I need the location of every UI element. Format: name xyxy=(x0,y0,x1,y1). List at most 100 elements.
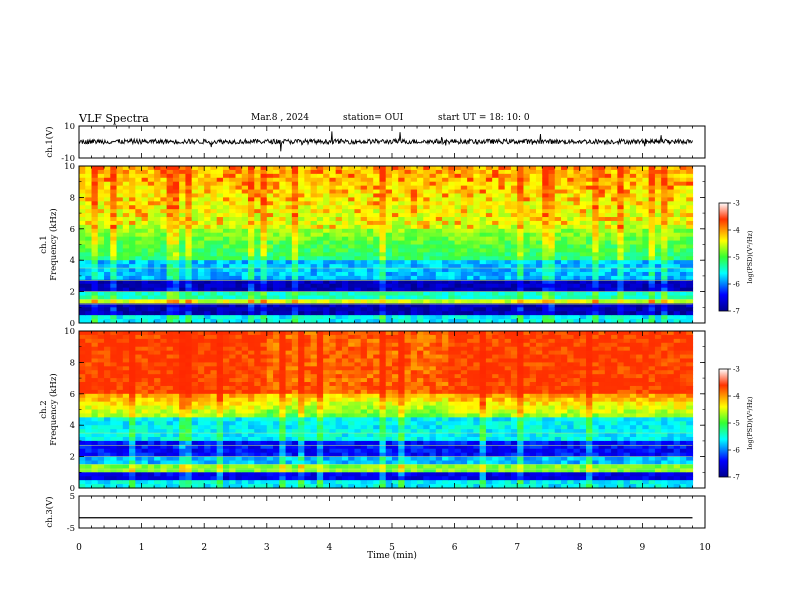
spectro-cell xyxy=(435,185,443,191)
spectro-cell xyxy=(204,342,212,348)
spectro-cell xyxy=(166,271,174,277)
spectro-cell xyxy=(404,205,412,210)
spectro-cell xyxy=(141,338,149,344)
spectro-cell xyxy=(279,236,287,242)
spectro-cell xyxy=(310,185,318,191)
spectro-cell xyxy=(298,315,305,320)
spectro-cell xyxy=(129,240,136,246)
spectro-cell xyxy=(291,252,299,257)
spectro-cell xyxy=(160,338,168,344)
spectro-cell xyxy=(197,409,205,415)
spectro-cell xyxy=(210,319,218,324)
spectro-cell xyxy=(504,244,512,250)
spectro-cell xyxy=(222,307,230,312)
spectro-cell xyxy=(129,236,136,242)
spectro-cell xyxy=(435,256,443,261)
spectro-cell xyxy=(110,413,118,418)
spectro-cell xyxy=(291,189,299,195)
spectro-cell xyxy=(166,319,174,324)
spectro-cell xyxy=(97,429,105,434)
spectro-cell xyxy=(667,228,675,234)
spectro-cell xyxy=(229,425,237,430)
spectro-cell xyxy=(104,279,111,285)
spectro-cell xyxy=(535,295,543,301)
spectro-cell xyxy=(510,275,518,281)
spectro-cell xyxy=(429,185,437,191)
spectro-cell xyxy=(298,256,305,261)
spectro-cell xyxy=(191,334,199,340)
spectro-cell xyxy=(360,248,368,253)
spectro-cell xyxy=(122,279,130,285)
spectro-cell xyxy=(617,299,625,304)
spectro-cell xyxy=(579,252,587,257)
spectro-cell xyxy=(179,350,187,356)
spectro-cell xyxy=(91,303,99,308)
spectro-cell xyxy=(260,311,268,316)
spectro-cell xyxy=(79,460,86,466)
spectro-cell xyxy=(673,248,681,253)
spectro-cell xyxy=(129,303,136,308)
spectro-cell xyxy=(179,452,187,458)
spectro-cell xyxy=(667,173,675,179)
spectro-cell xyxy=(548,275,556,281)
spectro-cell xyxy=(673,169,681,175)
spectro-cell xyxy=(323,209,330,214)
spectro-cell xyxy=(191,480,199,485)
spectro-cell xyxy=(129,448,136,454)
spectro-cell xyxy=(492,283,500,289)
spectro-cell xyxy=(235,232,243,238)
spectro-cell xyxy=(629,205,637,210)
spectro-cell xyxy=(335,315,343,320)
spectro-cell xyxy=(417,287,424,293)
spectro-cell xyxy=(654,248,662,253)
spectro-cell xyxy=(85,484,93,489)
spectro-cell xyxy=(197,220,205,226)
spectro-cell xyxy=(554,185,562,191)
spectro-cell xyxy=(360,268,368,273)
spectro-cell xyxy=(172,275,180,281)
spectro-cell xyxy=(460,271,468,277)
spectro-cell xyxy=(185,393,193,399)
spectro-cell xyxy=(611,268,618,273)
spectro-cell xyxy=(204,366,212,371)
spectro-cell xyxy=(673,173,681,179)
spectro-cell xyxy=(448,228,456,234)
spectro-cell xyxy=(166,401,174,407)
spectro-cell xyxy=(442,295,449,301)
spectro-cell xyxy=(404,166,412,171)
spectro-cell xyxy=(85,389,93,395)
spectro-cell xyxy=(248,275,255,281)
spectro-cell xyxy=(179,201,187,206)
spectro-cell xyxy=(335,275,343,281)
spectro-cell xyxy=(222,342,230,348)
spectro-cell xyxy=(85,271,93,277)
spectro-cell xyxy=(410,248,418,253)
spectro-cell xyxy=(141,389,149,395)
spectro-cell xyxy=(154,166,161,171)
spectro-cell xyxy=(323,173,330,179)
spectro-cell xyxy=(216,385,224,391)
spectro-cell xyxy=(210,213,218,218)
spectro-cell xyxy=(91,331,99,336)
spectro-cell xyxy=(191,433,199,438)
spectro-cell xyxy=(122,389,130,395)
spectro-cell xyxy=(398,268,406,273)
spectro-cell xyxy=(91,468,99,473)
spectro-cell xyxy=(479,197,487,202)
spectro-cell xyxy=(179,417,187,422)
spectro-cell xyxy=(104,303,111,308)
spectro-cell xyxy=(91,460,99,466)
spectro-cell xyxy=(329,213,337,218)
spectro-cell xyxy=(611,264,618,269)
spectro-cell xyxy=(248,299,255,304)
spectro-cell xyxy=(629,189,637,195)
spectro-cell xyxy=(360,193,368,198)
spectro-cell xyxy=(304,275,312,281)
spectro-cell xyxy=(97,201,105,206)
spectro-cell xyxy=(191,429,199,434)
spectro-cell xyxy=(485,275,493,281)
spectro-cell xyxy=(310,173,318,179)
spectro-cell xyxy=(385,177,393,183)
spectro-cell xyxy=(104,319,111,324)
spectro-cell xyxy=(141,484,149,489)
